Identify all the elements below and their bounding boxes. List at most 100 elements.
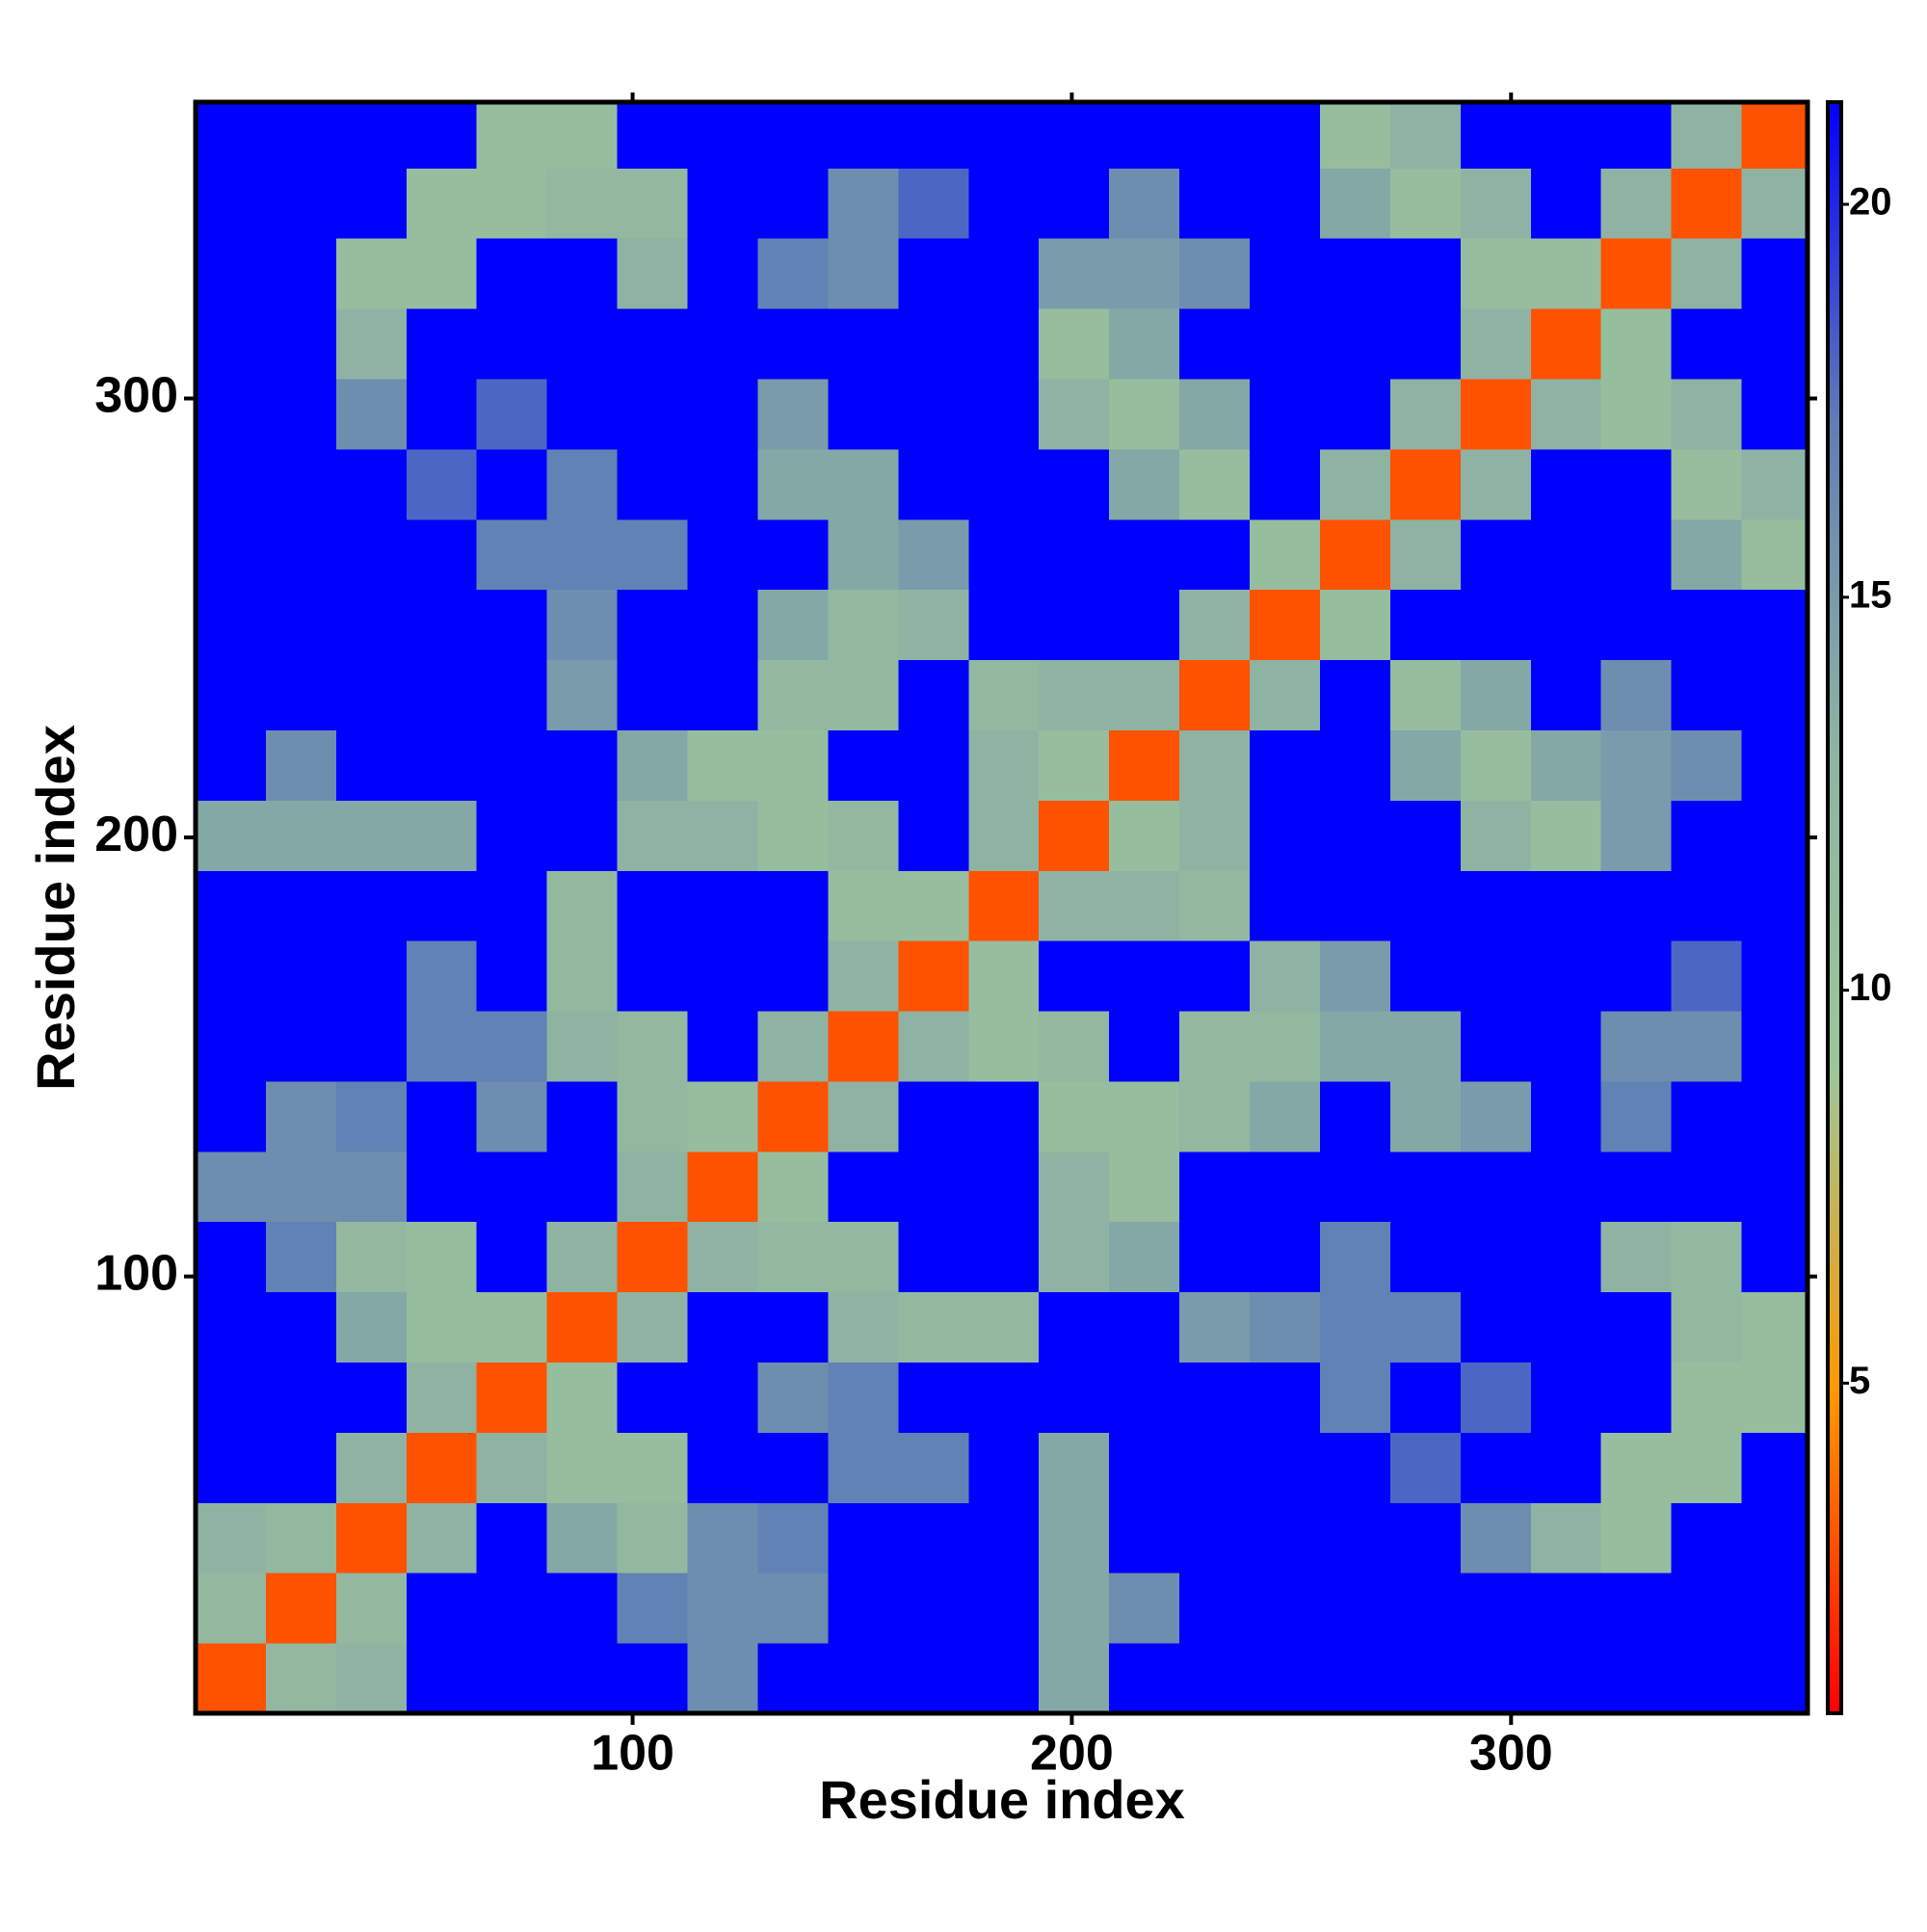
heatmap-cell (265, 1502, 337, 1574)
heatmap-cell (1319, 1291, 1391, 1363)
heatmap-cell (1039, 238, 1110, 309)
heatmap-cell (546, 518, 619, 591)
heatmap-cell (335, 1643, 408, 1714)
heatmap-cell (1179, 659, 1251, 730)
heatmap-cell (265, 1573, 337, 1644)
heatmap-cell (1319, 1432, 1391, 1503)
heatmap-cell (196, 800, 267, 871)
heatmap-cell (968, 659, 1040, 730)
heatmap-cell (898, 1221, 969, 1293)
heatmap-cell (335, 940, 408, 1012)
heatmap-cell (757, 1011, 829, 1082)
heatmap-cell (1319, 1573, 1391, 1644)
heatmap-cell (617, 168, 689, 239)
heatmap-cell (1671, 1291, 1743, 1363)
heatmap-cell (1250, 1221, 1321, 1293)
heatmap-cell (968, 238, 1040, 309)
heatmap-cell (1389, 238, 1462, 309)
heatmap-cell (1039, 940, 1110, 1012)
heatmap-cell (1250, 589, 1321, 661)
heatmap-cell (1600, 659, 1673, 730)
heatmap-cell (1319, 379, 1391, 450)
heatmap-cell (1319, 1151, 1391, 1223)
heatmap-cell (1671, 1151, 1743, 1223)
heatmap-cell (406, 168, 478, 239)
heatmap-cell (687, 659, 758, 730)
heatmap-cell (1319, 238, 1391, 309)
heatmap-cell (1109, 1502, 1180, 1574)
heatmap-cell (406, 1221, 478, 1293)
heatmap-cell (1741, 518, 1808, 591)
heatmap-cell (757, 870, 829, 941)
heatmap-cell (1600, 448, 1673, 520)
heatmap-cell (757, 308, 829, 380)
heatmap-cell (1389, 1573, 1462, 1644)
heatmap-cell (546, 448, 619, 520)
heatmap-cell (1319, 1011, 1391, 1082)
heatmap-cell (1530, 238, 1602, 309)
heatmap-cell (1109, 308, 1180, 380)
heatmap-cell (1389, 448, 1462, 520)
heatmap-cell (1530, 1151, 1602, 1223)
heatmap-cell (1319, 448, 1391, 520)
heatmap-cell (1671, 102, 1743, 169)
heatmap-cell (1530, 448, 1602, 520)
heatmap-cell (828, 1151, 899, 1223)
heatmap-cell (1250, 1362, 1321, 1433)
heatmap-cell (265, 238, 337, 309)
colorbar-tick-label: 10 (1849, 966, 1892, 1009)
heatmap-cell (196, 1080, 267, 1152)
heatmap-cell (1319, 659, 1391, 730)
heatmap-cell (898, 102, 969, 169)
heatmap-cell (687, 800, 758, 871)
heatmap-cell (1671, 729, 1743, 801)
heatmap-cell (406, 1362, 478, 1433)
heatmap-cell (476, 102, 548, 169)
heatmap-cell (1389, 1221, 1462, 1293)
heatmap-cell (1389, 659, 1462, 730)
heatmap-cell (196, 1221, 267, 1293)
heatmap-cell (1109, 870, 1180, 941)
heatmap-cell (265, 1643, 337, 1714)
heatmap-cell (968, 308, 1040, 380)
heatmap-cell (968, 102, 1040, 169)
heatmap-cell (1250, 168, 1321, 239)
heatmap-cell (546, 1011, 619, 1082)
heatmap-cell (265, 800, 337, 871)
heatmap-cell (1460, 518, 1532, 591)
heatmap-cell (476, 729, 548, 801)
heatmap-cell (1460, 1011, 1532, 1082)
heatmap-cell (828, 870, 899, 941)
heatmap-cell (196, 308, 267, 380)
heatmap-cell (898, 448, 969, 520)
heatmap-cell (1741, 800, 1808, 871)
heatmap-cell (828, 659, 899, 730)
heatmap-cell (1671, 659, 1743, 730)
heatmap-cell (335, 1362, 408, 1433)
heatmap-cell (265, 1080, 337, 1152)
heatmap-cell (476, 1502, 548, 1574)
heatmap-cell (968, 800, 1040, 871)
heatmap-cell (1179, 1362, 1251, 1433)
heatmap-cell (1460, 1291, 1532, 1363)
heatmap-cell (1250, 102, 1321, 169)
heatmap-cell (687, 1573, 758, 1644)
heatmap-cell (476, 1432, 548, 1503)
heatmap-cell (546, 238, 619, 309)
heatmap-cell (968, 1643, 1040, 1714)
heatmap-cell (1179, 1221, 1251, 1293)
heatmap-cell (1179, 800, 1251, 871)
heatmap-cell (828, 102, 899, 169)
heatmap-cell (1319, 1643, 1391, 1714)
heatmap-cell (1039, 1151, 1110, 1223)
heatmap-cell (335, 589, 408, 661)
heatmap-cell (1250, 729, 1321, 801)
heatmap-cell (1460, 1362, 1532, 1433)
heatmap-cell (828, 729, 899, 801)
heatmap-cell (406, 870, 478, 941)
heatmap-cell (828, 1221, 899, 1293)
heatmap-cell (1741, 1291, 1808, 1363)
heatmap-cell (406, 729, 478, 801)
heatmap-cell (757, 238, 829, 309)
heatmap-cell (335, 1080, 408, 1152)
